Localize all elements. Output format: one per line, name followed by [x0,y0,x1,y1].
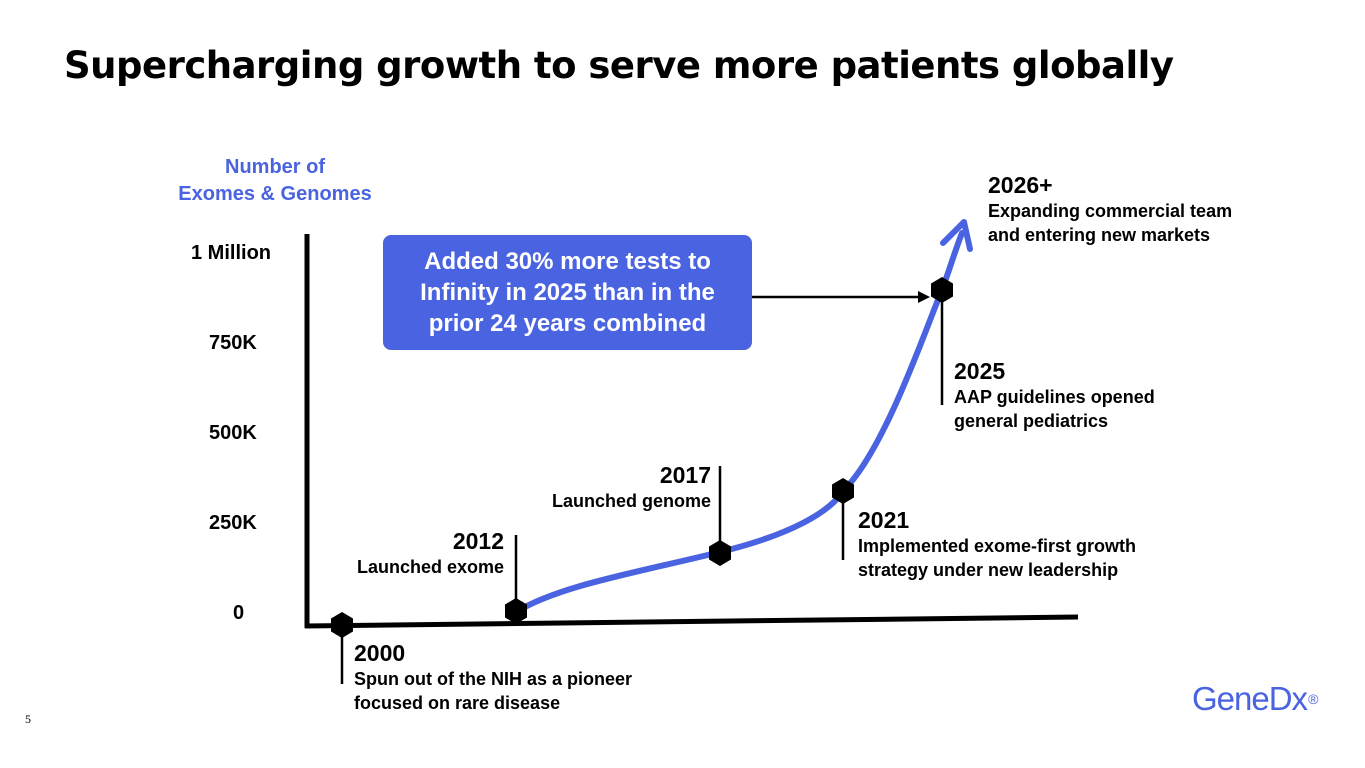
milestone-2021: 2021 Implemented exome-first growth stra… [858,507,1136,582]
milestone-desc: AAP guidelines opened [954,387,1155,407]
milestone-desc: strategy under new leadership [858,560,1119,580]
page-number: 5 [25,712,31,726]
y-axis-title: Number of Exomes & Genomes [150,154,400,208]
milestone-desc: Launched exome [356,557,504,577]
y-tick-label: 1 Million [191,242,271,264]
growth-arrow-head [940,219,973,252]
x-axis-line [304,614,1079,629]
milestone-marker-2000 [331,612,353,638]
milestone-marker-2021 [832,478,854,504]
slide-title: Supercharging growth to serve more patie… [64,44,1174,87]
y-axis-title-line-1: Number of [225,156,325,178]
milestone-marker-2017 [709,540,731,566]
milestone-2026-plus: 2026+ Expanding commercial team and ente… [988,172,1232,247]
milestone-desc: general pediatrics [954,411,1109,431]
milestone-2017: 2017 Launched genome [500,462,711,513]
milestone-marker-2025 [931,277,953,303]
milestone-desc: Launched genome [551,491,711,511]
genedx-logo: GeneDx® [1192,680,1318,718]
callout-line-1: Added 30% more tests to [424,248,711,275]
milestone-desc: Expanding commercial team [988,201,1233,221]
callout-line-3: prior 24 years combined [428,310,707,337]
callout-box: Added 30% more tests to Infinity in 2025… [383,235,752,350]
milestone-desc: Spun out of the NIH as a pioneer [354,669,633,689]
milestone-marker-2012 [505,598,527,624]
logo-text: GeneDx [1192,680,1308,717]
milestone-year: 2012 [452,528,504,554]
registered-mark: ® [1308,691,1318,707]
y-tick-label: 250K [209,512,257,534]
y-axis-title-line-2: Exomes & Genomes [178,183,372,205]
milestone-desc: focused on rare disease [354,693,561,713]
milestone-desc: and entering new markets [988,225,1211,245]
milestone-year: 2026+ [988,172,1053,198]
y-tick-label: 750K [209,332,257,354]
callout-line-2: Infinity in 2025 than in the [420,279,715,306]
y-tick-label: 0 [233,602,245,624]
milestone-2000: 2000 Spun out of the NIH as a pioneer fo… [354,640,632,715]
milestone-year: 2017 [659,462,711,488]
milestone-year: 2000 [354,640,406,666]
y-tick-label: 500K [209,422,257,444]
milestone-2025: 2025 AAP guidelines opened general pedia… [954,358,1155,433]
milestone-year: 2021 [858,507,910,533]
milestone-year: 2025 [954,358,1006,384]
milestone-desc: Implemented exome-first growth [858,536,1137,556]
callout-arrow-head [918,291,930,303]
milestone-2012: 2012 Launched exome [303,528,504,579]
